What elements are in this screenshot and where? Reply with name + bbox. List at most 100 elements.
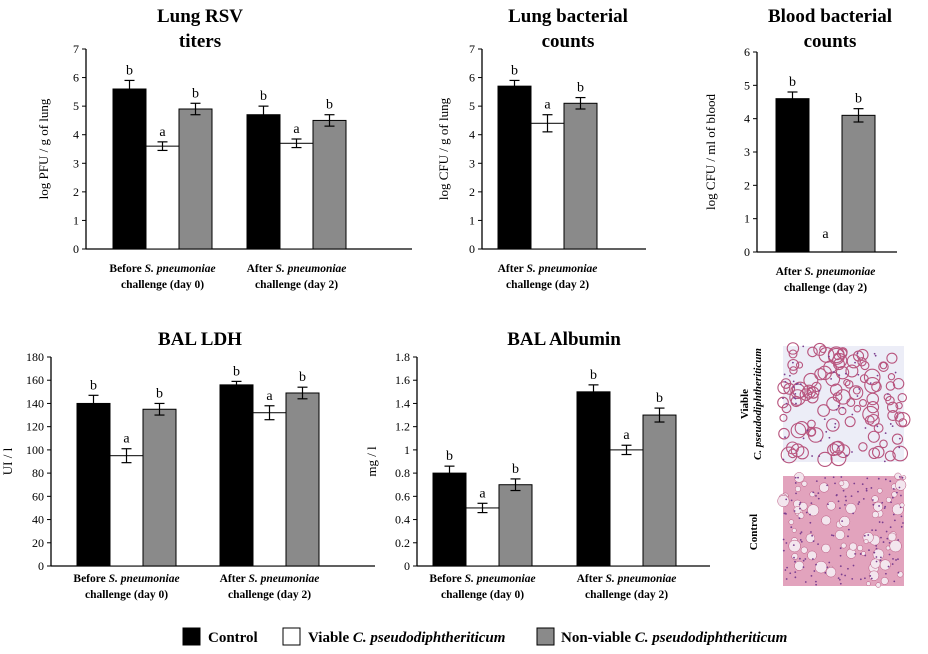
alveolus <box>892 377 905 390</box>
alveolus <box>819 482 830 493</box>
alveolus <box>891 491 898 498</box>
cell-nucleus <box>782 538 785 541</box>
cell-nucleus <box>902 522 904 524</box>
y-tick-label: 100 <box>26 443 44 457</box>
bar-viable <box>279 142 314 250</box>
alveolus <box>856 348 869 361</box>
alveolus <box>873 501 883 512</box>
cell-nucleus <box>826 566 829 569</box>
y-axis-label: log CFU / ml of blood <box>703 94 718 210</box>
alveolus <box>826 396 841 411</box>
y-tick-label: 40 <box>32 513 44 527</box>
cell-nucleus <box>866 477 869 480</box>
bar-control <box>219 384 254 567</box>
cell-nucleus <box>882 541 885 543</box>
bar-nonviable <box>312 119 347 250</box>
cell-nucleus <box>834 482 836 485</box>
alveolus <box>863 539 869 544</box>
cell-nucleus <box>889 480 892 483</box>
cell-nucleus <box>854 552 856 555</box>
y-tick-label: 5 <box>73 99 79 113</box>
cell-nucleus <box>870 487 873 489</box>
alveolus <box>886 401 899 413</box>
cell-nucleus <box>799 557 801 560</box>
alveolus <box>789 366 798 375</box>
alveolus <box>817 404 830 417</box>
cell-nucleus <box>844 503 846 506</box>
significance-letter: a <box>123 432 130 447</box>
alveolus <box>897 392 907 403</box>
chart-lung-bacterial: Lung bacterial counts 0 1 2 3 4 5 6 7 log CFU / g … <box>436 6 646 291</box>
cell-nucleus <box>797 476 799 479</box>
chart-title: BAL LDH <box>158 329 242 350</box>
alveolus <box>833 358 845 371</box>
y-tick-label: 0 <box>38 559 44 573</box>
bar-viable <box>109 455 144 567</box>
cell-nucleus <box>898 475 901 478</box>
cell-nucleus <box>847 535 849 538</box>
cell-nucleus <box>804 581 807 583</box>
cell-nucleus <box>805 511 808 514</box>
alveolus <box>801 480 808 487</box>
alveolus <box>858 398 867 408</box>
significance-letter: a <box>479 486 486 501</box>
significance-letter: b <box>299 370 306 385</box>
cell-nucleus <box>871 499 874 501</box>
cell-nucleus <box>865 487 868 490</box>
cell-nucleus <box>864 554 867 557</box>
alveolus <box>887 409 899 422</box>
cell-nucleus <box>800 540 803 543</box>
cell-nucleus <box>883 460 886 463</box>
cell-nucleus <box>810 531 812 533</box>
alveolus <box>823 360 837 375</box>
cell-nucleus <box>842 489 845 492</box>
y-tick-label: 1.8 <box>395 350 410 364</box>
cell-nucleus <box>881 501 884 504</box>
cell-nucleus <box>823 418 826 421</box>
alveolus <box>791 553 799 560</box>
significance-letter: a <box>159 125 166 140</box>
alveolus <box>821 515 832 526</box>
y-tick-label: 2 <box>73 185 79 199</box>
cell-nucleus <box>802 345 805 348</box>
alveolus <box>870 558 881 569</box>
cell-nucleus <box>838 578 841 581</box>
cell-nucleus <box>793 396 795 399</box>
significance-letter: b <box>789 75 796 90</box>
alveolus <box>829 383 843 397</box>
cell-nucleus <box>785 578 788 580</box>
alveolus <box>871 495 879 503</box>
histology-label-control: Control <box>748 514 760 550</box>
cell-nucleus <box>897 558 899 561</box>
cell-nucleus <box>817 492 820 495</box>
cell-nucleus <box>785 542 788 544</box>
cell-nucleus <box>859 553 862 555</box>
cell-nucleus <box>841 520 844 522</box>
alveolus <box>838 480 845 487</box>
alveolus <box>866 581 871 586</box>
histology-viable <box>777 342 911 467</box>
y-tick-label: 120 <box>26 420 44 434</box>
bar-viable <box>609 449 644 567</box>
bar-nonviable <box>563 102 598 250</box>
alveolus <box>845 503 857 514</box>
chart-lung-rsv: Lung RSV titers 0 1 2 3 4 5 6 7 log PFU / g of lun… <box>36 6 412 291</box>
bar-control <box>246 114 281 250</box>
cell-nucleus <box>792 544 795 547</box>
alveolus <box>787 358 800 371</box>
alveolus <box>800 546 808 554</box>
bar-viable <box>465 507 500 567</box>
cell-nucleus <box>818 455 821 457</box>
cell-nucleus <box>835 408 838 411</box>
significance-letter: a <box>623 428 630 443</box>
bar-control <box>775 98 810 253</box>
cell-nucleus <box>806 429 809 432</box>
cell-nucleus <box>799 507 801 510</box>
cell-nucleus <box>875 547 878 550</box>
y-tick-label: 1 <box>744 212 750 226</box>
bar-control <box>76 402 111 567</box>
category-label-line2: challenge (day 2) <box>255 279 338 291</box>
alveolus <box>872 548 885 561</box>
cell-nucleus <box>790 526 793 529</box>
cell-nucleus <box>815 563 817 566</box>
